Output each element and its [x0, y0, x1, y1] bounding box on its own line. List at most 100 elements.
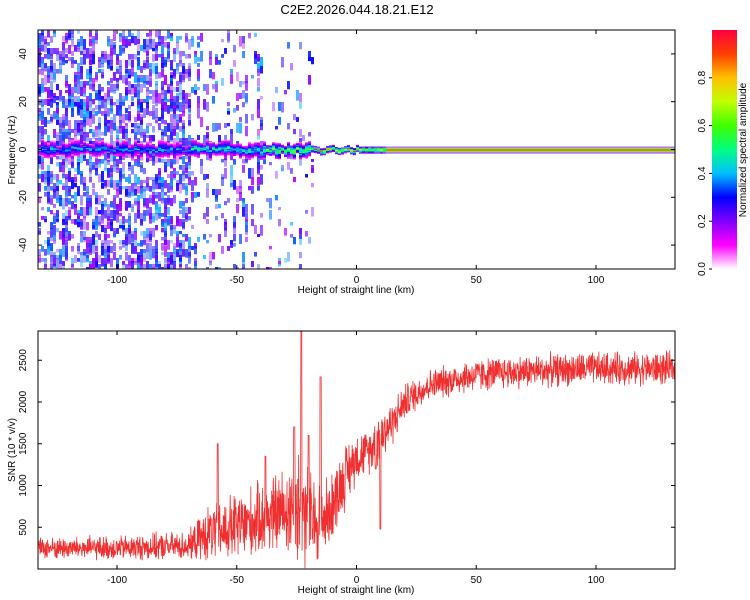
- heatmap-carrier-cell: [95, 154, 98, 156]
- heatmap-carrier-cell: [233, 144, 236, 147]
- heatmap-carrier-cell: [482, 152, 485, 154]
- heatmap-cell: [89, 207, 92, 216]
- heatmap-cell: [188, 177, 191, 186]
- heatmap-carrier-cell: [164, 144, 167, 147]
- heatmap-cell: [71, 60, 74, 68]
- heatmap-carrier-cell: [305, 156, 308, 158]
- heatmap-carrier-cell: [98, 142, 101, 144]
- heatmap-cell: [101, 99, 104, 109]
- heatmap-cell: [197, 42, 200, 48]
- heatmap-cell: [125, 96, 128, 100]
- heatmap-carrier-cell: [164, 142, 167, 145]
- heatmap-carrier-cell: [50, 155, 53, 157]
- heatmap-carrier-cell: [248, 156, 251, 159]
- heatmap-carrier-cell: [119, 149, 122, 151]
- heatmap-carrier-cell: [656, 148, 659, 150]
- heatmap-carrier-cell: [491, 151, 494, 153]
- heatmap-carrier-cell: [509, 150, 512, 152]
- heatmap-carrier-cell: [266, 153, 269, 155]
- heatmap-cell: [113, 162, 116, 168]
- heatmap-carrier-cell: [635, 150, 638, 152]
- heatmap-cell: [50, 69, 53, 73]
- figure-title: C2E2.2026.044.18.21.E12: [280, 2, 434, 17]
- heatmap-carrier-cell: [50, 143, 53, 145]
- heatmap-carrier-cell: [512, 149, 515, 151]
- heatmap-carrier-cell: [134, 151, 137, 154]
- heatmap-carrier-cell: [92, 150, 95, 152]
- heatmap-carrier-cell: [404, 146, 407, 148]
- heatmap-carrier-cell: [398, 150, 401, 152]
- heatmap-carrier-cell: [596, 146, 599, 148]
- heatmap-cell: [173, 195, 176, 204]
- heatmap-cell: [86, 132, 89, 138]
- heatmap-carrier-cell: [623, 148, 626, 150]
- heatmap-cell: [107, 81, 110, 86]
- heatmap-cell: [50, 114, 53, 118]
- heatmap-cell: [119, 246, 122, 250]
- heatmap-carrier-cell: [191, 143, 194, 145]
- heatmap-carrier-cell: [248, 149, 251, 152]
- heatmap-carrier-cell: [122, 141, 125, 143]
- heatmap-cell: [242, 90, 245, 99]
- heatmap-carrier-cell: [86, 143, 89, 145]
- heatmap-cell: [104, 234, 107, 241]
- heatmap-carrier-cell: [383, 152, 386, 154]
- heatmap-carrier-cell: [203, 144, 206, 146]
- heatmap-carrier-cell: [602, 147, 605, 149]
- heatmap-cell: [68, 177, 71, 182]
- heatmap-carrier-cell: [185, 153, 188, 155]
- heatmap-carrier-cell: [251, 149, 254, 151]
- heatmap-cell: [38, 114, 41, 121]
- heatmap-cell: [104, 93, 107, 101]
- heatmap-carrier-cell: [59, 148, 62, 150]
- heatmap-carrier-cell: [593, 151, 596, 153]
- heatmap-carrier-cell: [560, 152, 563, 154]
- heatmap-cell: [98, 90, 101, 101]
- heatmap-cell: [80, 255, 83, 263]
- heatmap-carrier-cell: [635, 151, 638, 153]
- heatmap-carrier-cell: [53, 144, 56, 146]
- heatmap-carrier-cell: [359, 151, 362, 153]
- heatmap-carrier-cell: [296, 145, 299, 148]
- heatmap-cell: [221, 246, 224, 254]
- heatmap-carrier-cell: [347, 148, 350, 150]
- heatmap-cell: [56, 69, 59, 74]
- heatmap-cell: [53, 234, 56, 241]
- heatmap-cell: [74, 120, 77, 131]
- heatmap-carrier-cell: [236, 143, 239, 145]
- heatmap-carrier-cell: [575, 149, 578, 151]
- spectrogram-x-tick-label-4: 100: [588, 275, 605, 286]
- heatmap-carrier-cell: [305, 154, 308, 156]
- heatmap-carrier-cell: [53, 140, 56, 142]
- heatmap-carrier-cell: [251, 143, 254, 145]
- heatmap-carrier-cell: [68, 143, 71, 145]
- heatmap-carrier-cell: [659, 151, 662, 153]
- heatmap-carrier-cell: [197, 143, 200, 145]
- heatmap-carrier-cell: [299, 152, 302, 154]
- heatmap-carrier-cell: [335, 150, 338, 152]
- heatmap-carrier-cell: [278, 146, 281, 149]
- heatmap-cell: [104, 201, 107, 207]
- heatmap-cell: [170, 171, 173, 182]
- heatmap-carrier-cell: [191, 150, 194, 152]
- heatmap-cell: [137, 126, 140, 135]
- heatmap-carrier-cell: [275, 152, 278, 154]
- heatmap-cell: [140, 84, 143, 93]
- heatmap-carrier-cell: [284, 149, 287, 152]
- heatmap-cell: [86, 201, 89, 207]
- heatmap-cell: [197, 96, 200, 103]
- heatmap-cell: [299, 234, 302, 245]
- heatmap-cell: [185, 69, 188, 74]
- heatmap-carrier-cell: [521, 149, 524, 151]
- heatmap-carrier-cell: [131, 151, 134, 153]
- heatmap-cell: [41, 78, 44, 85]
- heatmap-carrier-cell: [278, 155, 281, 158]
- heatmap-cell: [113, 153, 116, 162]
- heatmap-carrier-cell: [305, 155, 308, 157]
- heatmap-cell: [77, 258, 80, 262]
- heatmap-carrier-cell: [182, 150, 185, 152]
- heatmap-carrier-cell: [95, 150, 98, 152]
- heatmap-cell: [170, 36, 173, 42]
- heatmap-cell: [236, 267, 239, 269]
- heatmap-cell: [86, 159, 89, 166]
